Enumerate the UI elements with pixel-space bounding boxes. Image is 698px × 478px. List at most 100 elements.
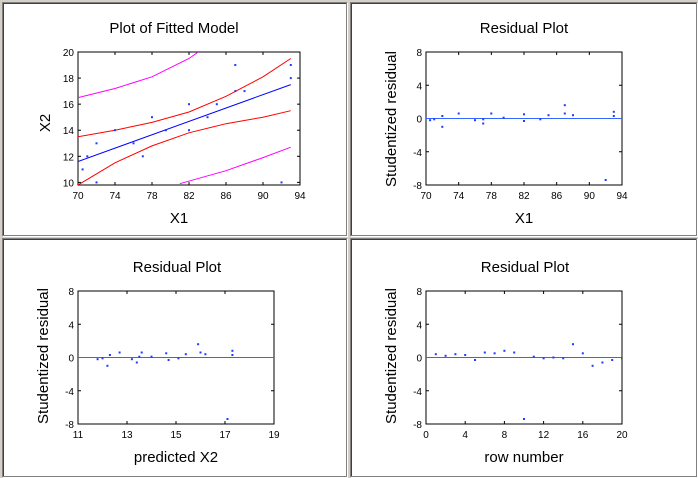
x-tick-label: 16 bbox=[577, 430, 589, 441]
data-point bbox=[150, 355, 153, 358]
y-axis-label: Studentized residual bbox=[35, 288, 52, 424]
data-point bbox=[234, 90, 237, 93]
x-tick-label: 4 bbox=[462, 430, 468, 441]
y-tick-label: -8 bbox=[413, 420, 422, 431]
series-line-fitted bbox=[78, 84, 291, 162]
data-point bbox=[165, 352, 168, 355]
data-point bbox=[457, 112, 460, 115]
data-point bbox=[441, 115, 444, 117]
x-axis-label: row number bbox=[484, 449, 563, 466]
data-point bbox=[562, 357, 565, 360]
data-point bbox=[563, 104, 566, 107]
series-line-prediction-lower bbox=[179, 146, 291, 185]
y-axis-label: Studentized residual bbox=[383, 288, 400, 424]
x-tick-label: 74 bbox=[453, 191, 465, 202]
fitted-model-panel: Plot of Fitted Model X1 X2 70 74 78 82 86 90 9… bbox=[2, 2, 347, 236]
y-tick-label: 8 bbox=[68, 287, 74, 298]
data-point bbox=[523, 120, 525, 122]
chart-title: Residual Plot bbox=[133, 259, 222, 276]
data-point bbox=[101, 357, 104, 360]
data-point bbox=[130, 358, 133, 361]
data-point bbox=[206, 116, 209, 119]
data-point bbox=[429, 119, 432, 122]
x-tick-label: 8 bbox=[502, 430, 508, 441]
data-point bbox=[490, 112, 493, 115]
data-point bbox=[532, 355, 535, 358]
residual-vs-row-panel: Residual Plot row number Studentized res… bbox=[350, 238, 697, 477]
y-tick-label: 14 bbox=[63, 126, 75, 137]
x-tick-label: 94 bbox=[616, 191, 628, 202]
data-point bbox=[86, 155, 89, 158]
residual-vs-x1-chart: Residual Plot X1 Studentized residual 70… bbox=[383, 20, 628, 227]
x-axis-label: predicted X2 bbox=[134, 449, 218, 466]
data-point bbox=[231, 349, 234, 352]
data-point bbox=[552, 356, 555, 359]
data-point bbox=[539, 118, 542, 121]
data-point bbox=[444, 354, 447, 357]
residual-vs-predicted-chart: Residual Plot predicted X2 Studentized r… bbox=[35, 259, 280, 466]
chart-title: Residual Plot bbox=[481, 259, 570, 276]
data-point bbox=[234, 64, 237, 66]
residual-vs-row-chart: Residual Plot row number Studentized res… bbox=[383, 259, 628, 466]
plot-area bbox=[426, 104, 622, 181]
data-point bbox=[601, 361, 604, 364]
x-tick-label: 78 bbox=[146, 191, 158, 202]
data-point bbox=[581, 352, 584, 355]
chart-title: Plot of Fitted Model bbox=[109, 20, 238, 37]
residual-vs-x1-panel: Residual Plot X1 Studentized residual 70… bbox=[350, 2, 697, 236]
data-point bbox=[114, 129, 116, 132]
data-point bbox=[572, 114, 574, 117]
data-point bbox=[611, 359, 614, 361]
x-tick-label: 74 bbox=[109, 191, 121, 202]
data-point bbox=[482, 122, 485, 125]
x-tick-label: 19 bbox=[268, 430, 280, 441]
data-point bbox=[523, 418, 525, 420]
data-point bbox=[483, 351, 486, 354]
data-point bbox=[231, 354, 234, 356]
data-point bbox=[106, 364, 109, 367]
data-point bbox=[591, 364, 594, 367]
y-tick-label: -8 bbox=[65, 420, 74, 431]
x-tick-label: 13 bbox=[121, 430, 133, 441]
x-tick-label: 70 bbox=[420, 191, 432, 202]
data-point bbox=[604, 179, 607, 181]
data-point bbox=[523, 113, 525, 116]
data-point bbox=[572, 343, 574, 346]
series-line-confidence-lower bbox=[78, 110, 291, 185]
data-point bbox=[243, 90, 246, 93]
x-tick-label: 86 bbox=[551, 191, 563, 202]
data-point bbox=[108, 354, 111, 356]
data-point bbox=[474, 119, 476, 122]
data-point bbox=[197, 343, 200, 346]
data-point bbox=[289, 77, 292, 80]
data-point bbox=[184, 353, 187, 356]
x-axis-label: X1 bbox=[515, 210, 533, 227]
data-point bbox=[513, 351, 516, 354]
fitted-model-chart: Plot of Fitted Model X1 X2 70 74 78 82 86 90 9… bbox=[37, 20, 306, 227]
data-point bbox=[140, 351, 143, 354]
data-point bbox=[464, 354, 467, 356]
x-tick-label: 86 bbox=[220, 191, 232, 202]
x-tick-label: 90 bbox=[257, 191, 269, 202]
x-axis-label: X1 bbox=[170, 210, 188, 227]
data-point bbox=[542, 357, 545, 360]
data-point bbox=[454, 353, 457, 356]
data-point bbox=[141, 155, 144, 158]
data-point bbox=[138, 355, 141, 358]
data-point bbox=[226, 418, 229, 420]
data-point bbox=[503, 349, 506, 352]
x-tick-label: 17 bbox=[219, 430, 231, 441]
data-point bbox=[474, 359, 476, 361]
data-point bbox=[132, 142, 135, 145]
y-tick-label: 20 bbox=[63, 48, 75, 59]
data-point bbox=[188, 129, 190, 132]
data-point bbox=[280, 181, 283, 184]
data-point bbox=[612, 115, 615, 117]
plot-area bbox=[78, 343, 274, 420]
plot-area bbox=[426, 343, 622, 420]
x-tick-label: 82 bbox=[518, 191, 530, 202]
data-point bbox=[482, 118, 485, 121]
data-point bbox=[493, 352, 496, 355]
y-tick-label: 4 bbox=[416, 81, 422, 92]
data-point bbox=[215, 103, 218, 106]
